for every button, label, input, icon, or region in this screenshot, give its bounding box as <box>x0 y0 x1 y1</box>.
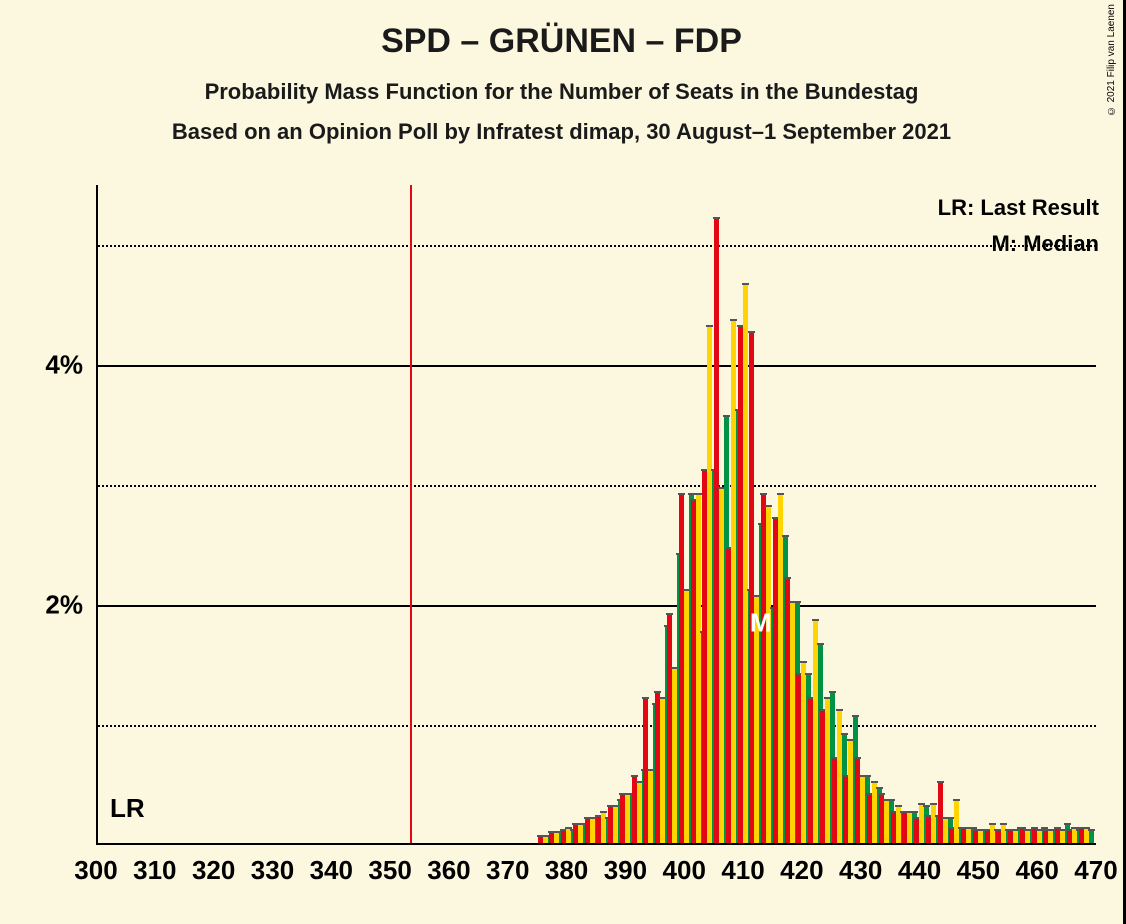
bar-cap <box>642 697 649 699</box>
bar-cap <box>748 331 755 333</box>
bar-cap <box>911 811 918 813</box>
x-axis-tick-label: 330 <box>251 855 294 886</box>
bar-cap <box>841 733 848 735</box>
bar-cap <box>723 415 730 417</box>
bar-cap <box>864 775 871 777</box>
grid-minor <box>98 485 1096 487</box>
lr-axis-label: LR <box>110 793 145 824</box>
grid-major <box>98 605 1096 607</box>
x-axis-tick-label: 430 <box>839 855 882 886</box>
chart-title: SPD – GRÜNEN – FDP <box>0 0 1123 61</box>
bar-cap <box>1088 829 1095 831</box>
bar-cap <box>930 803 937 805</box>
bar-cap <box>953 799 960 801</box>
grid-major <box>98 365 1096 367</box>
bar-cap <box>631 775 638 777</box>
legend-last-result: LR: Last Result <box>938 195 1099 221</box>
x-axis-tick-label: 300 <box>74 855 117 886</box>
bar-cap <box>695 493 702 495</box>
bar-cap <box>800 661 807 663</box>
bar-cap <box>742 283 749 285</box>
x-axis-tick-label: 420 <box>780 855 823 886</box>
bar-cap <box>937 781 944 783</box>
bar-cap <box>666 613 673 615</box>
bar-cap <box>876 787 883 789</box>
bar-cap <box>829 691 836 693</box>
chart-subtitle-2: Based on an Opinion Poll by Infratest di… <box>0 105 1123 145</box>
bar-cap <box>713 217 720 219</box>
bar-cap <box>989 823 996 825</box>
legend-median: M: Median <box>991 231 1099 257</box>
x-axis-tick-label: 370 <box>486 855 529 886</box>
chart-subtitle-1: Probability Mass Function for the Number… <box>0 61 1123 105</box>
x-axis-tick-label: 460 <box>1015 855 1058 886</box>
bar-cap <box>888 799 895 801</box>
bar-cap <box>794 601 801 603</box>
x-axis-tick-label: 440 <box>898 855 941 886</box>
bar-cap <box>706 325 713 327</box>
plot-frame <box>96 185 1096 845</box>
x-axis-tick-label: 410 <box>721 855 764 886</box>
bar-cap <box>836 709 843 711</box>
copyright-text: © 2021 Filip van Laenen <box>1106 4 1117 116</box>
bar-cap <box>760 493 767 495</box>
x-axis-tick-label: 470 <box>1074 855 1117 886</box>
last-result-line <box>410 185 412 843</box>
bar-cap <box>895 805 902 807</box>
x-axis-tick-label: 390 <box>604 855 647 886</box>
grid-minor <box>98 245 1096 247</box>
x-axis-tick-label: 450 <box>957 855 1000 886</box>
bar-cap <box>765 505 772 507</box>
y-axis-tick-label: 4% <box>45 350 83 381</box>
bar-cap <box>817 643 824 645</box>
bar-cap <box>600 811 607 813</box>
bar-cap <box>654 691 661 693</box>
bar-cap <box>854 757 861 759</box>
chart-plot-area <box>96 185 1096 845</box>
bar-cap <box>923 805 930 807</box>
x-axis-tick-label: 380 <box>545 855 588 886</box>
y-axis-tick-label: 2% <box>45 590 83 621</box>
x-axis-tick-label: 400 <box>663 855 706 886</box>
x-axis-tick-label: 320 <box>192 855 235 886</box>
bar-cap <box>812 619 819 621</box>
bar-cap <box>777 493 784 495</box>
bar-cap <box>852 715 859 717</box>
bar-cap <box>782 535 789 537</box>
bar-cap <box>730 319 737 321</box>
grid-minor <box>98 725 1096 727</box>
x-axis-tick-label: 350 <box>368 855 411 886</box>
bar-cap <box>1000 823 1007 825</box>
x-axis-tick-label: 310 <box>133 855 176 886</box>
median-label: M <box>750 608 772 639</box>
bar-cap <box>947 817 954 819</box>
bar-cap <box>878 793 885 795</box>
bar-cap <box>1064 823 1071 825</box>
bar-cap <box>678 493 685 495</box>
x-axis-tick-label: 340 <box>310 855 353 886</box>
bar-cap <box>871 781 878 783</box>
x-axis-tick-label: 360 <box>427 855 470 886</box>
bar-cap <box>784 577 791 579</box>
bar-green <box>1089 831 1094 843</box>
bar-cap <box>805 673 812 675</box>
